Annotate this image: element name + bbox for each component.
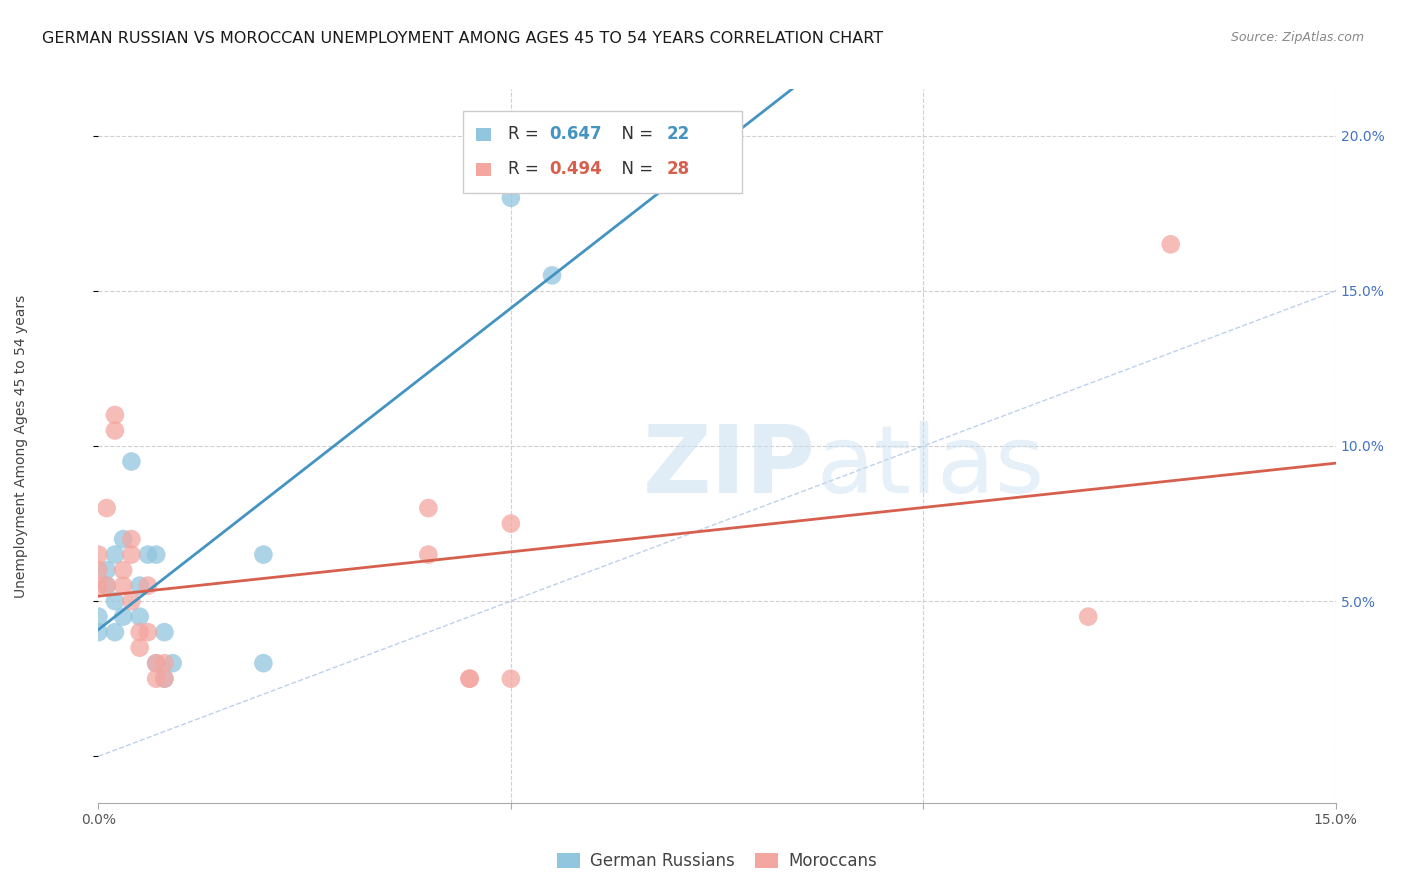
Point <box>499 516 522 531</box>
FancyBboxPatch shape <box>464 111 742 193</box>
Point <box>96 563 118 577</box>
Text: 22: 22 <box>666 125 689 143</box>
Point <box>145 656 167 670</box>
Point <box>128 640 150 655</box>
Point <box>418 501 440 516</box>
Text: N =: N = <box>610 161 658 178</box>
Point <box>112 563 135 577</box>
Text: ZIP: ZIP <box>643 421 815 514</box>
Point <box>96 579 118 593</box>
Text: 0.647: 0.647 <box>548 125 602 143</box>
Point <box>1077 609 1099 624</box>
Point <box>1160 237 1182 252</box>
Point <box>128 579 150 593</box>
Point <box>120 454 142 468</box>
Point <box>120 594 142 608</box>
Legend: German Russians, Moroccans: German Russians, Moroccans <box>550 846 884 877</box>
Point <box>252 548 274 562</box>
Text: N =: N = <box>610 125 658 143</box>
Point <box>96 579 118 593</box>
Point <box>104 548 127 562</box>
Point <box>87 625 110 640</box>
Point <box>120 532 142 546</box>
Point <box>112 579 135 593</box>
FancyBboxPatch shape <box>475 162 491 176</box>
Point <box>104 408 127 422</box>
Text: R =: R = <box>508 125 544 143</box>
Text: 0.494: 0.494 <box>548 161 602 178</box>
Point <box>252 656 274 670</box>
Text: Unemployment Among Ages 45 to 54 years: Unemployment Among Ages 45 to 54 years <box>14 294 28 598</box>
Text: R =: R = <box>508 161 544 178</box>
Point <box>458 672 481 686</box>
Point <box>104 424 127 438</box>
Point <box>112 532 135 546</box>
Point <box>153 656 176 670</box>
Point <box>104 625 127 640</box>
Point <box>120 548 142 562</box>
Point <box>145 672 167 686</box>
Point <box>499 672 522 686</box>
Point <box>153 672 176 686</box>
Text: atlas: atlas <box>815 421 1045 514</box>
Point <box>128 609 150 624</box>
Point <box>87 563 110 577</box>
Point <box>128 625 150 640</box>
Point <box>153 672 176 686</box>
Text: Source: ZipAtlas.com: Source: ZipAtlas.com <box>1230 31 1364 45</box>
Point <box>145 548 167 562</box>
Point <box>499 191 522 205</box>
Point <box>96 501 118 516</box>
Point <box>136 579 159 593</box>
Point <box>153 625 176 640</box>
Text: GERMAN RUSSIAN VS MOROCCAN UNEMPLOYMENT AMONG AGES 45 TO 54 YEARS CORRELATION CH: GERMAN RUSSIAN VS MOROCCAN UNEMPLOYMENT … <box>42 31 883 46</box>
FancyBboxPatch shape <box>475 128 491 141</box>
Point <box>162 656 184 670</box>
Point <box>87 548 110 562</box>
Point <box>87 579 110 593</box>
Point <box>541 268 564 283</box>
Point <box>458 672 481 686</box>
Point <box>145 656 167 670</box>
Point <box>418 548 440 562</box>
Point <box>104 594 127 608</box>
Text: 28: 28 <box>666 161 689 178</box>
Point <box>112 609 135 624</box>
Point <box>87 609 110 624</box>
Point <box>136 548 159 562</box>
Point <box>136 625 159 640</box>
